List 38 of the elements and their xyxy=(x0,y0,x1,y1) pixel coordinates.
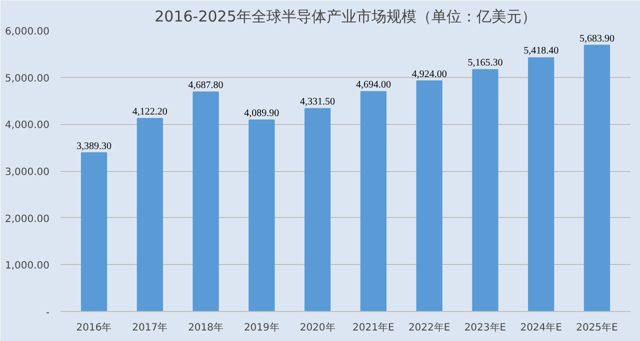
x-tick-label: 2016年 xyxy=(76,322,112,334)
data-label: 4,694.00 xyxy=(356,80,391,91)
y-tick-label: - xyxy=(46,308,50,318)
x-tick-label: 2023年E xyxy=(464,322,506,334)
bar xyxy=(416,80,442,312)
bar xyxy=(80,152,108,312)
y-tick-label: 6,000.00 xyxy=(4,26,50,38)
y-tick-label: 5,000.00 xyxy=(4,73,50,84)
data-label: 5,418.40 xyxy=(524,46,559,57)
data-label: 5,165.30 xyxy=(468,58,503,69)
x-tick-label: 2024年E xyxy=(520,322,562,334)
bar xyxy=(192,91,219,312)
x-tick-label: 2017年 xyxy=(132,322,168,334)
bar xyxy=(136,118,163,312)
x-tick-label: 2021年E xyxy=(352,322,394,334)
y-tick-label: 4,000.00 xyxy=(4,120,50,132)
data-label: 4,687.80 xyxy=(188,80,224,91)
data-label: 4,331.50 xyxy=(300,96,336,108)
bar xyxy=(304,108,331,312)
x-tick-label: 2018年 xyxy=(188,322,224,334)
data-label: 3,389.30 xyxy=(76,140,112,152)
data-label: 4,089.90 xyxy=(244,108,280,119)
x-tick-label: 2019年 xyxy=(244,322,280,334)
data-label: 4,924.00 xyxy=(412,68,447,80)
bar xyxy=(528,57,554,312)
chart-title: 2016-2025年全球半导体产业市场规模（单位：亿美元） xyxy=(154,8,536,26)
x-tick-label: 2022年E xyxy=(408,322,450,334)
x-tick-label: 2020年 xyxy=(300,322,336,334)
bar xyxy=(248,119,275,312)
x-tick-label: 2025年E xyxy=(576,322,618,334)
bar xyxy=(472,69,498,312)
y-tick-label: 3,000.00 xyxy=(4,167,50,178)
data-label: 4,122.20 xyxy=(132,106,168,118)
y-tick-label: 1,000.00 xyxy=(4,260,50,272)
data-label: 5,683.90 xyxy=(579,33,614,44)
y-tick-label: 2,000.00 xyxy=(4,214,50,225)
bar xyxy=(584,44,610,312)
bar xyxy=(360,91,387,312)
